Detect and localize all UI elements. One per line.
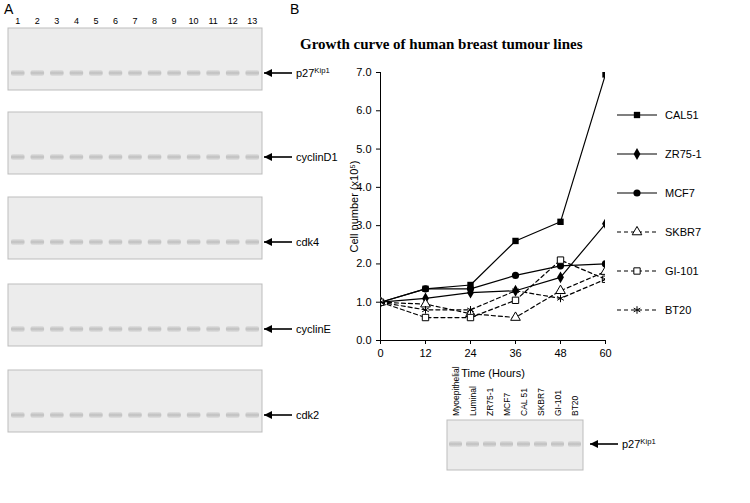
svg-text:1: 1 — [15, 16, 20, 26]
svg-text:7: 7 — [132, 16, 137, 26]
svg-text:BT20: BT20 — [570, 395, 580, 416]
svg-text:9: 9 — [172, 16, 177, 26]
svg-text:1.0: 1.0 — [356, 296, 371, 308]
svg-text:A: A — [4, 1, 14, 17]
html-text:CAL51: CAL51 — [665, 108, 699, 121]
html-text:SKBR7: SKBR7 — [665, 225, 702, 238]
svg-text:B: B — [290, 1, 299, 17]
svg-text:10: 10 — [189, 16, 199, 26]
svg-text:6.0: 6.0 — [356, 104, 371, 116]
svg-text:48: 48 — [554, 347, 566, 359]
svg-text:Cell number (x10⁵): Cell number (x10⁵) — [348, 161, 360, 253]
svg-text:7.0: 7.0 — [356, 66, 371, 78]
svg-text:24: 24 — [464, 347, 476, 359]
svg-text:4.0: 4.0 — [356, 180, 372, 193]
svg-text:3.0: 3.0 — [356, 219, 372, 232]
html-text:GI-101: GI-101 — [665, 264, 699, 277]
svg-text:2: 2 — [35, 16, 40, 26]
svg-text:5: 5 — [93, 16, 98, 26]
svg-text:p27Kip1: p27Kip1 — [622, 437, 656, 450]
svg-text:cyclinD1: cyclinD1 — [296, 151, 338, 163]
svg-text:Myoepithelial: Myoepithelial — [451, 366, 461, 416]
svg-text:0.0: 0.0 — [356, 334, 371, 346]
html-text:ZR75-1: ZR75-1 — [665, 147, 702, 160]
svg-text:CAL 51: CAL 51 — [519, 388, 529, 416]
svg-text:cdk4: cdk4 — [296, 236, 319, 248]
svg-text:2.0: 2.0 — [356, 257, 371, 269]
svg-text:4: 4 — [74, 16, 79, 26]
svg-text:SKBR7: SKBR7 — [536, 388, 546, 416]
svg-text:3: 3 — [54, 16, 59, 26]
svg-text:Luminal: Luminal — [468, 386, 478, 416]
svg-text:11: 11 — [208, 16, 217, 26]
svg-text:cyclinE: cyclinE — [296, 323, 331, 335]
svg-text:5.0: 5.0 — [356, 143, 371, 155]
svg-text:12: 12 — [419, 347, 431, 359]
svg-text:GI-101: GI-101 — [553, 390, 563, 416]
svg-text:MCF7: MCF7 — [502, 393, 512, 416]
svg-text:0: 0 — [377, 347, 383, 359]
svg-text:36: 36 — [509, 347, 521, 359]
svg-text:ZR75-1: ZR75-1 — [485, 387, 495, 416]
svg-text:cdk2: cdk2 — [296, 409, 319, 421]
html-text:MCF7: MCF7 — [665, 186, 695, 199]
svg-text:60: 60 — [599, 347, 611, 359]
svg-text:8: 8 — [152, 16, 157, 26]
html-text:BT20: BT20 — [665, 303, 692, 316]
svg-text:p27Kip1: p27Kip1 — [296, 66, 330, 79]
svg-text:Time (Hours): Time (Hours) — [461, 367, 525, 379]
svg-text:6: 6 — [113, 16, 118, 26]
svg-text:13: 13 — [247, 16, 257, 26]
html-text:Growth curve of human breast t: Growth curve of human breast tumour line… — [300, 36, 583, 52]
svg-text:12: 12 — [228, 16, 238, 26]
